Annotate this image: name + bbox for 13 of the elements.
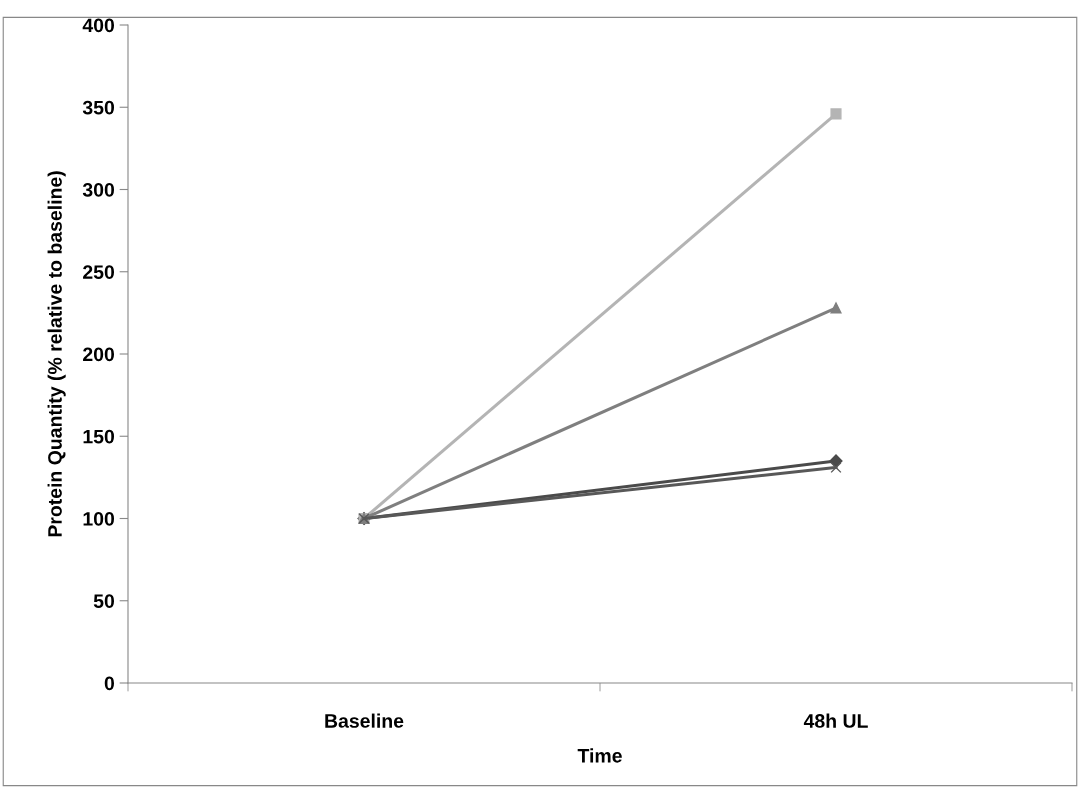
y-tick-label: 100	[83, 511, 115, 526]
y-axis-title: Protein Quantity (% relative to baseline)	[47, 171, 66, 537]
y-tick-label: 350	[82, 100, 115, 115]
y-tick-label: 50	[93, 594, 115, 608]
y-tick-label: 200	[83, 347, 115, 362]
x-tick-label: Baseline	[325, 713, 404, 728]
y-tick-label: 250	[83, 265, 115, 279]
y-tick-label: 0	[104, 676, 115, 691]
x-axis-title: Time	[577, 748, 622, 763]
y-tick-label: 300	[82, 182, 115, 197]
x-tick-label: 48h UL	[803, 713, 868, 728]
y-tick-label: 400	[82, 18, 115, 33]
y-tick-label: 150	[83, 429, 115, 444]
